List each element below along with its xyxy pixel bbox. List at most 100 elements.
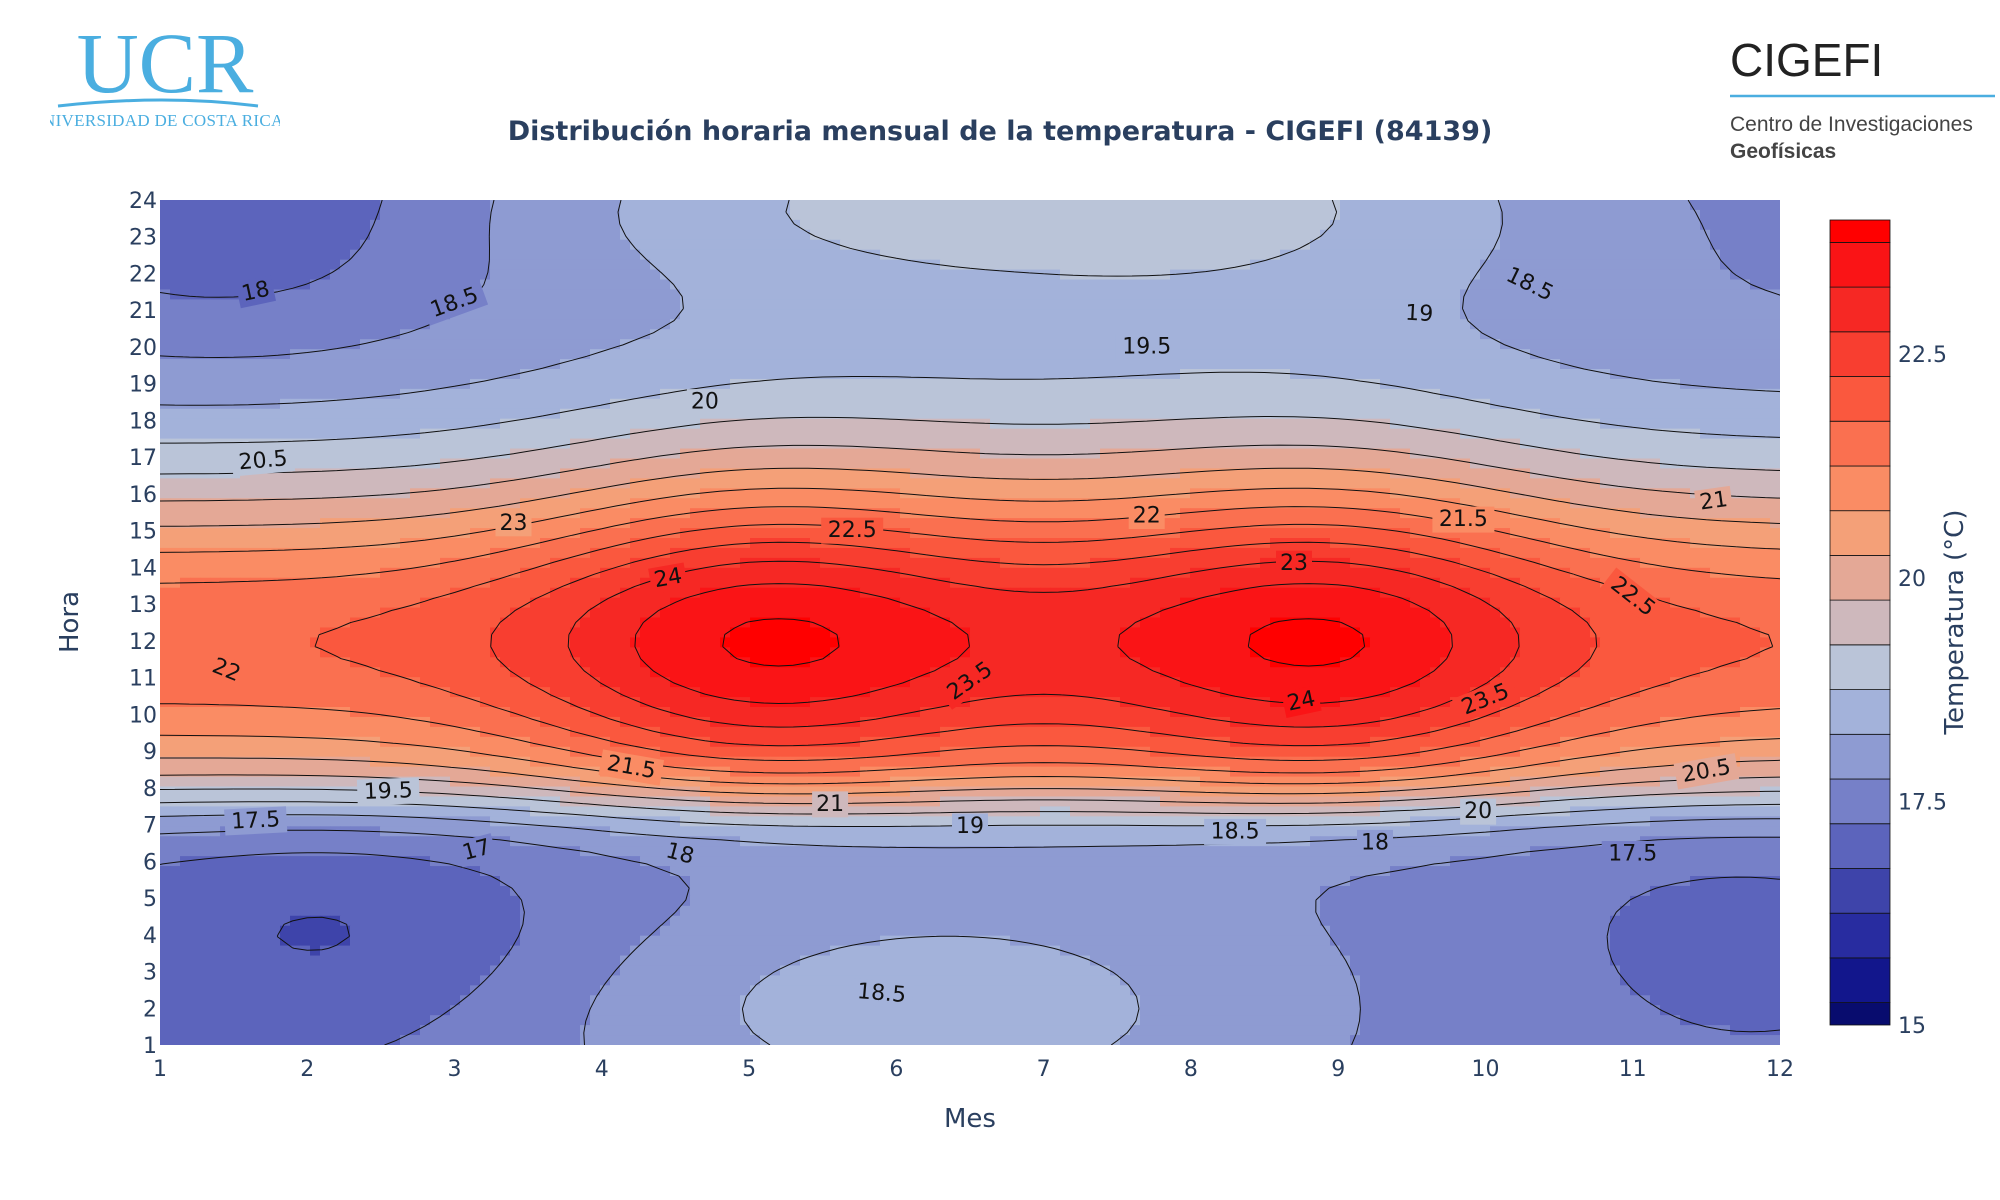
colorbar-band: [1830, 645, 1890, 690]
x-tick-label: 11: [1619, 1057, 1647, 1082]
colorbar-band: [1830, 287, 1890, 332]
colorbar-band: [1830, 332, 1890, 377]
colorbar-band: [1830, 242, 1890, 287]
contour-label-text: 18.5: [856, 979, 907, 1008]
contour-label-text: 17.5: [1608, 842, 1657, 867]
contour-label-text: 19: [956, 814, 984, 839]
contour-label: 17.5: [224, 806, 287, 835]
colorbar-band: [1830, 958, 1890, 1003]
x-axis-title: Mes: [944, 1104, 996, 1134]
colorbar-band: [1830, 779, 1890, 824]
colorbar-tick-label: 20: [1898, 567, 1926, 592]
contour-label-text: 24: [652, 564, 684, 593]
contour-label-text: 22.5: [828, 518, 877, 543]
y-tick-label: 19: [129, 373, 157, 398]
y-tick-label: 11: [129, 667, 157, 692]
colorbar: 15 17.5 20 22.5: [1830, 220, 1947, 1039]
colorbar-band: [1830, 824, 1890, 869]
chart-title: Distribución horaria mensual de la tempe…: [508, 116, 1493, 147]
x-tick-label: 7: [1037, 1057, 1051, 1082]
colorbar-band: [1830, 511, 1890, 556]
contour-label: 20: [687, 389, 723, 415]
contour-label-text: 21.5: [1439, 507, 1488, 532]
contour-label-text: 20: [691, 390, 719, 415]
colorbar-band: [1830, 1003, 1890, 1025]
ucr-logo-letters: UCR: [77, 20, 254, 111]
x-axis-ticks: 1 2 3 4 5 6 7 8 9 10 11 12: [153, 1057, 1794, 1082]
colorbar-tick-label: 15: [1898, 1014, 1926, 1039]
cigefi-logo-name: CIGEFI: [1730, 34, 1883, 86]
x-tick-label: 9: [1331, 1057, 1345, 1082]
y-tick-label: 17: [129, 446, 157, 471]
x-tick-label: 8: [1184, 1057, 1198, 1082]
contour-label: 21.5: [1432, 507, 1494, 533]
y-tick-label: 16: [129, 483, 157, 508]
y-tick-label: 9: [143, 740, 157, 765]
x-tick-label: 5: [742, 1057, 756, 1082]
x-tick-label: 6: [889, 1057, 903, 1082]
y-tick-label: 10: [129, 703, 157, 728]
contour-label-text: 23: [1280, 551, 1308, 576]
y-tick-label: 12: [129, 630, 157, 655]
contour-label: 23: [1276, 551, 1312, 577]
contour-label-text: 18.5: [1211, 819, 1260, 844]
contour-label: 18.5: [1204, 819, 1266, 845]
plot-area: [160, 200, 1781, 1046]
colorbar-band: [1830, 421, 1890, 466]
contour-label: 20.5: [231, 445, 295, 476]
y-tick-label: 23: [129, 226, 157, 251]
colorbar-title: Temperatura (°C): [1940, 510, 1970, 736]
x-tick-label: 2: [300, 1057, 314, 1082]
contour-label-text: 22: [1133, 504, 1161, 529]
colorbar-band: [1830, 220, 1890, 242]
contour-label: 22.5: [821, 518, 883, 544]
ucr-logo-name: UNIVERSIDAD DE COSTA RICA: [50, 111, 280, 130]
cigefi-logo: CIGEFI Centro de Investigaciones Geofísi…: [1725, 30, 2000, 170]
y-tick-label: 1: [143, 1034, 157, 1059]
ucr-logo: UCR UNIVERSIDAD DE COSTA RICA: [50, 20, 280, 135]
y-tick-label: 15: [129, 520, 157, 545]
colorbar-band: [1830, 555, 1890, 600]
x-tick-label: 1: [153, 1057, 167, 1082]
cigefi-logo-subtitle: Centro de Investigaciones: [1730, 113, 1973, 136]
y-tick-label: 21: [129, 299, 157, 324]
y-tick-label: 20: [129, 336, 157, 361]
x-tick-label: 10: [1472, 1057, 1500, 1082]
contour-label-text: 19: [1405, 301, 1434, 327]
colorbar-band: [1830, 690, 1890, 735]
colorbar-band: [1830, 869, 1890, 914]
y-tick-label: 24: [129, 189, 157, 214]
contour-label: 18: [1357, 830, 1393, 856]
contour-label: 18.5: [850, 978, 914, 1009]
contour-label-text: 20.5: [238, 446, 289, 475]
y-tick-label: 3: [143, 961, 157, 986]
colorbar-band: [1830, 377, 1890, 422]
y-tick-label: 5: [143, 887, 157, 912]
y-tick-label: 2: [143, 997, 157, 1022]
contour-label: 20: [1460, 799, 1496, 825]
contour-label: 17.5: [1602, 841, 1664, 867]
y-tick-label: 22: [129, 263, 157, 288]
y-tick-label: 18: [129, 409, 157, 434]
contour-label: 21: [812, 791, 848, 817]
colorbar-band: [1830, 466, 1890, 511]
y-tick-label: 7: [143, 814, 157, 839]
colorbar-tick-label: 22.5: [1898, 343, 1947, 368]
y-tick-label: 6: [143, 850, 157, 875]
x-tick-label: 4: [595, 1057, 609, 1082]
colorbar-tick-label: 17.5: [1898, 790, 1947, 815]
contour-label: 19.5: [1116, 334, 1178, 360]
contour-label-text: 17.5: [231, 807, 281, 835]
cigefi-logo-subtitle-bold: Geofísicas: [1730, 140, 1836, 163]
contour-label: 23: [496, 510, 532, 536]
y-tick-label: 14: [129, 556, 157, 581]
contour-label-text: 19.5: [1122, 335, 1171, 360]
x-tick-label: 3: [448, 1057, 462, 1082]
y-tick-label: 8: [143, 777, 157, 802]
x-tick-label: 12: [1766, 1057, 1794, 1082]
contour-label-text: 18: [1361, 830, 1389, 855]
contour-label-text: 19.5: [363, 778, 413, 805]
colorbar-band: [1830, 913, 1890, 958]
